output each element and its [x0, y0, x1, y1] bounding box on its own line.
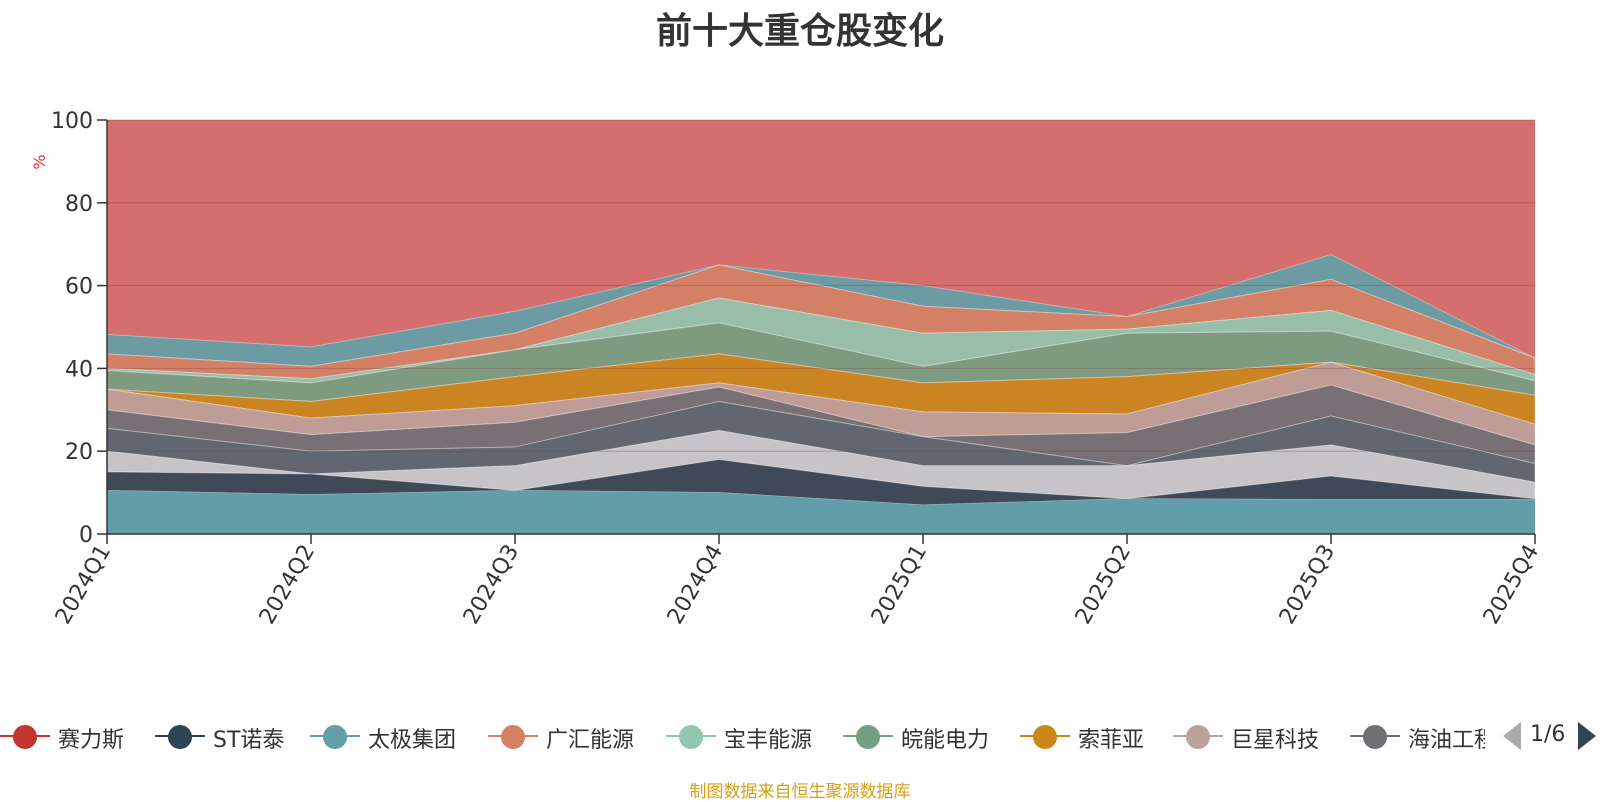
area-band-bottom [107, 490, 1535, 534]
x-tick-label: 2025Q2 [1071, 541, 1136, 629]
legend-item[interactable]: 海油工程 [1350, 716, 1485, 756]
legend-marker-icon [1363, 725, 1387, 749]
legend-label: 赛力斯 [58, 728, 125, 753]
legend-marker-icon [501, 725, 525, 749]
legend-label: 海油工程 [1408, 728, 1485, 753]
legend-item[interactable]: 索菲亚 [1020, 716, 1200, 756]
legend-label: 广汇能源 [546, 728, 635, 753]
y-tick-label: 80 [65, 192, 93, 217]
legend: 赛力斯 ST诺泰 太极集团 广汇能源 宝丰能源 皖能电力 索菲亚 巨星科技 海油工程 1/6 [0, 716, 1600, 756]
y-tick-label: 100 [51, 109, 93, 134]
legend-item[interactable]: 皖能电力 [843, 716, 1023, 756]
y-tick-label: 20 [65, 440, 93, 465]
legend-pager: 1/6 [1500, 716, 1600, 756]
legend-prev-page-icon[interactable] [1503, 722, 1521, 750]
y-tick-label: 40 [65, 357, 93, 382]
y-tick-label: 60 [65, 275, 93, 300]
legend-item[interactable]: 太极集团 [310, 716, 490, 756]
plot-area [106, 120, 1536, 535]
y-axis-label: % [30, 154, 49, 169]
legend-item[interactable]: 宝丰能源 [666, 716, 846, 756]
x-tick-label: 2024Q1 [51, 541, 116, 629]
y-tick-label: 0 [79, 523, 93, 548]
legend-marker-icon [1186, 725, 1210, 749]
x-tick-label: 2024Q4 [663, 541, 728, 629]
legend-marker-icon [168, 725, 192, 749]
legend-label: 巨星科技 [1231, 728, 1320, 753]
legend-marker-icon [1033, 725, 1057, 749]
legend-label: 宝丰能源 [724, 728, 813, 753]
legend-item[interactable]: 巨星科技 [1173, 716, 1353, 756]
grid-lines [107, 119, 1535, 452]
x-tick-label: 2024Q3 [459, 541, 524, 629]
legend-marker-icon [856, 725, 880, 749]
x-tick-label: 2025Q1 [867, 541, 932, 629]
legend-marker-icon [679, 725, 703, 749]
legend-items: 赛力斯 ST诺泰 太极集团 广汇能源 宝丰能源 皖能电力 索菲亚 巨星科技 海油工程 [0, 716, 1485, 756]
x-tick-label: 2024Q2 [255, 541, 320, 629]
legend-marker-icon [323, 725, 347, 749]
legend-label: 索菲亚 [1078, 728, 1145, 753]
x-tick-label: 2025Q4 [1479, 541, 1544, 629]
chart-title: 前十大重仓股变化 [655, 11, 944, 52]
legend-label: 太极集团 [368, 728, 457, 753]
legend-item[interactable]: 广汇能源 [488, 716, 668, 756]
legend-next-page-icon[interactable] [1578, 722, 1596, 750]
legend-marker-icon [13, 725, 37, 749]
data-source-note: 制图数据来自恒生聚源数据库 [689, 782, 911, 802]
legend-item[interactable]: 赛力斯 [0, 716, 180, 756]
legend-item[interactable]: ST诺泰 [155, 716, 335, 756]
legend-label: 皖能电力 [901, 728, 990, 753]
legend-page-indicator: 1/6 [1530, 722, 1566, 747]
x-tick-label: 2025Q3 [1275, 541, 1340, 629]
legend-label: ST诺泰 [213, 728, 285, 753]
